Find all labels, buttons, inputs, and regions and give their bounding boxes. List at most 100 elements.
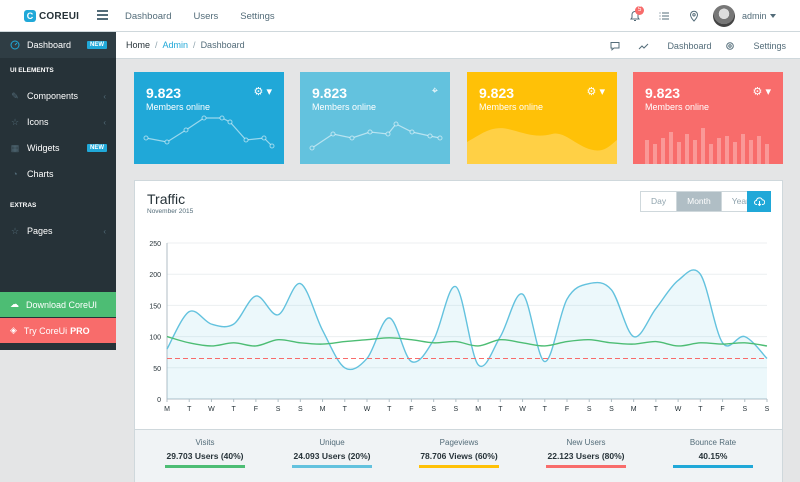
new-badge: NEW [87, 144, 107, 152]
breadcrumb-home[interactable]: Home [126, 40, 151, 50]
stat-color-bar [546, 465, 626, 468]
notification-badge: 5 [635, 6, 645, 15]
period-month-button[interactable]: Month [676, 192, 722, 211]
sidebar-item-label: Widgets [27, 143, 60, 153]
speedometer-icon [10, 40, 20, 50]
brand[interactable]: C COREUI [0, 0, 90, 32]
chevron-left-icon: ‹ [103, 91, 106, 101]
x-tick-label: M [164, 406, 170, 413]
download-coreui-button[interactable]: ☁ Download CoreUI [0, 292, 116, 317]
x-tick-label: W [675, 406, 682, 413]
stat-color-bar [165, 465, 245, 468]
sidebar-item-widgets[interactable]: ▦ Widgets NEW [0, 135, 116, 161]
sidebar-item-dashboard[interactable]: Dashboard NEW [0, 32, 116, 58]
traffic-title: Traffic [147, 191, 186, 207]
download-label: Download CoreUI [26, 299, 98, 310]
x-tick-label: S [431, 406, 436, 413]
stat-label: Unique [319, 438, 345, 447]
x-tick-label: S [276, 406, 281, 413]
cloud-download-button[interactable] [747, 191, 771, 212]
speech-icon[interactable] [610, 41, 624, 51]
location-pin-icon[interactable] [688, 10, 700, 22]
stat-label: Bounce Rate [689, 438, 737, 447]
x-tick-label: T [698, 406, 703, 413]
card-sparkline [309, 121, 443, 151]
brand-name: COREUI [39, 10, 80, 22]
x-tick-label: M [320, 406, 326, 413]
period-year-button[interactable]: Year [731, 196, 749, 206]
sidebar-item-charts[interactable]: ◔ Charts [0, 161, 116, 187]
card-value: 9.823 [312, 85, 348, 101]
x-tick-label: W [208, 406, 215, 413]
period-day-button[interactable]: Day [651, 196, 667, 206]
x-tick-label: M [475, 406, 481, 413]
menu-toggle-icon[interactable] [97, 10, 108, 21]
list-icon[interactable] [658, 10, 670, 22]
x-tick-label: T [387, 406, 392, 413]
stat-card-4: 9.823 Members online ⚙ ▾ [633, 72, 783, 164]
x-tick-label: T [654, 406, 659, 413]
gear-dropdown-icon[interactable]: ⚙ ▾ [752, 86, 771, 98]
period-toggle: Day Month Year [640, 191, 760, 212]
y-tick-label: 50 [153, 366, 161, 373]
top-nav: Dashboard Users Settings [114, 0, 286, 32]
user-name[interactable]: admin [742, 11, 767, 21]
sidebar-item-components[interactable]: ✎ Components ‹ [0, 83, 116, 109]
x-tick-label: S [298, 406, 303, 413]
topnav-dashboard[interactable]: Dashboard [125, 10, 172, 22]
star-icon: ☆ [10, 116, 20, 127]
card-value: 9.823 [146, 85, 182, 101]
x-tick-label: W [519, 406, 526, 413]
gear-dropdown-icon[interactable]: ⚙ ▾ [253, 86, 272, 98]
sidebar-item-pages[interactable]: ☆ Pages ‹ [0, 218, 116, 244]
topnav-settings[interactable]: Settings [240, 10, 275, 22]
sidebar-item-icons[interactable]: ☆ Icons ‹ [0, 109, 116, 135]
breadcrumb-settings-link[interactable]: Settings [725, 41, 786, 51]
section-title-extras: EXTRAS [10, 202, 37, 209]
x-tick-label: T [343, 406, 348, 413]
x-tick-label: S [609, 406, 614, 413]
y-tick-label: 150 [149, 303, 161, 310]
y-tick-label: 0 [157, 397, 161, 404]
sidebar-item-label: Dashboard [27, 40, 72, 50]
chevron-down-icon[interactable] [770, 14, 776, 18]
try-pro-button[interactable]: ◈ Try CoreUi PRO [0, 318, 116, 343]
section-title-ui-elements: UI ELEMENTS [10, 67, 54, 74]
traffic-footer-stats: Visits 29.703 Users (40%) Unique 24.093 Use… [135, 429, 782, 482]
stat-label: New Users [566, 438, 606, 447]
traffic-panel: Traffic November 2015 Day Month Year 0 50… [134, 180, 783, 482]
chevron-left-icon: ‹ [103, 117, 106, 127]
x-tick-label: T [498, 406, 503, 413]
card-sparkline [143, 115, 275, 149]
puzzle-icon: ✎ [11, 90, 19, 101]
sidebar-item-label: Icons [27, 117, 49, 127]
stat-new-users: New Users 22.123 Users (80%) [522, 438, 650, 468]
stat-visits: Visits 29.703 Users (40%) [141, 438, 269, 468]
stat-card-2: 9.823 Members online ⌖ [300, 72, 450, 164]
topnav-users[interactable]: Users [193, 10, 219, 22]
calculator-icon: ▦ [10, 142, 20, 153]
gear-dropdown-icon[interactable]: ⚙ ▾ [586, 86, 605, 98]
x-tick-label: T [187, 406, 192, 413]
x-tick-label: F [409, 406, 413, 413]
stat-color-bar [673, 465, 753, 468]
breadcrumb-current: Dashboard [200, 40, 245, 50]
app-header: C COREUI Dashboard Users Settings 5 admi… [0, 0, 800, 32]
y-tick-label: 250 [149, 241, 161, 248]
star-icon: ☆ [10, 225, 20, 236]
card-value: 9.823 [479, 85, 515, 101]
x-tick-label: T [232, 406, 237, 413]
location-pin-icon[interactable]: ⌖ [431, 85, 438, 97]
breadcrumb-dashboard-link[interactable]: Dashboard [638, 41, 711, 51]
series-line-1 [166, 335, 768, 347]
try-pro-label: Try CoreUi [23, 325, 68, 336]
stat-value: 22.123 Users (80%) [547, 451, 625, 461]
stat-value: 29.703 Users (40%) [166, 451, 244, 461]
cloud-download-icon [753, 197, 765, 206]
avatar[interactable] [713, 5, 735, 27]
series-line-0 [166, 269, 768, 371]
breadcrumb-dashboard-label: Dashboard [667, 40, 712, 51]
breadcrumb-menu: Dashboard Settings [596, 32, 786, 59]
stat-color-bar [292, 465, 372, 468]
breadcrumb-admin[interactable]: Admin [162, 40, 189, 50]
